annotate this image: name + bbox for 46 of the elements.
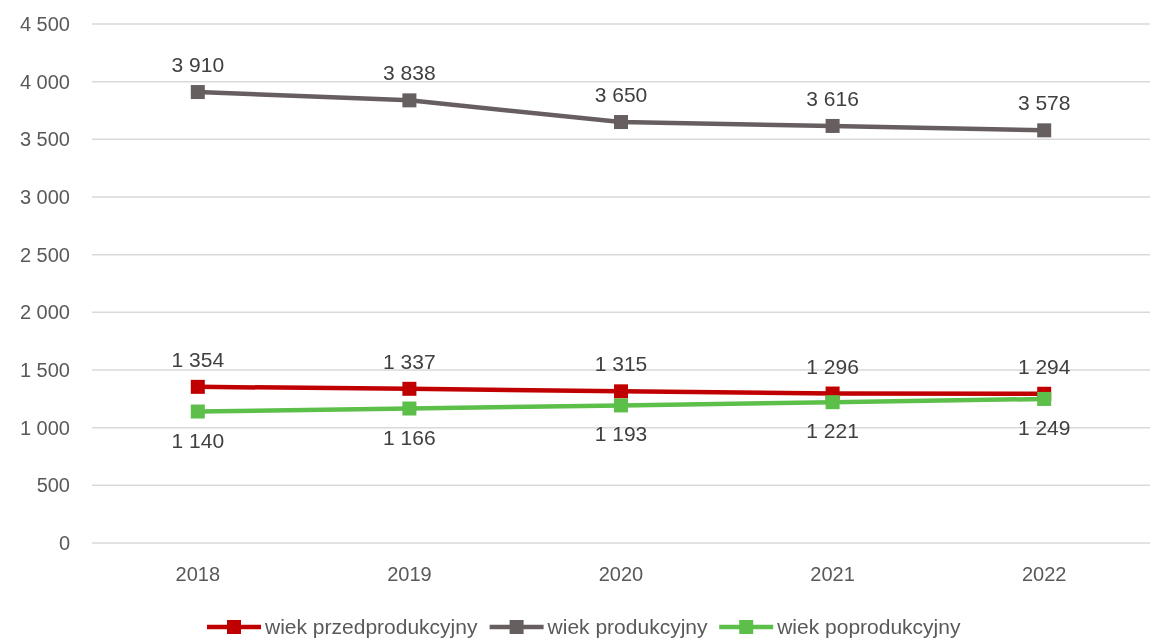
data-label: 3 616: [806, 86, 859, 110]
y-tick-label: 1 500: [19, 359, 70, 381]
x-tick-label: 2021: [810, 563, 855, 585]
y-tick-label: 500: [36, 474, 70, 497]
y-tick-label: 4 500: [19, 13, 70, 35]
data-label: 3 838: [383, 61, 436, 85]
legend-label: wiek przedprodukcyjny: [264, 615, 478, 638]
point: [1037, 391, 1052, 406]
data-label: 1 354: [171, 347, 225, 371]
x-tick-label: 2020: [598, 563, 644, 585]
data-label: 1 315: [594, 352, 648, 376]
data-label: 1 166: [383, 425, 436, 449]
data-label: 1 337: [383, 349, 436, 373]
y-tick-label: 2 500: [19, 243, 70, 266]
point: [190, 85, 205, 100]
data-label: 1 294: [1017, 354, 1071, 378]
y-tick-label: 2 000: [19, 301, 70, 324]
y-tick-label: 3 000: [19, 186, 70, 208]
data-label: 3 650: [594, 83, 648, 107]
legend-label: wiek poprodukcyjny: [776, 615, 961, 638]
data-label: 3 910: [171, 53, 225, 77]
data-label: 1 140: [171, 428, 225, 452]
point: [190, 404, 205, 419]
legend-label: wiek produkcyjny: [546, 615, 708, 638]
x-tick-label: 2022: [1021, 563, 1067, 585]
data-label: 1 193: [594, 422, 648, 446]
data-label: 3 578: [1017, 91, 1071, 115]
data-label: 1 221: [806, 419, 859, 443]
point: [614, 398, 628, 413]
y-tick-label: 4 000: [19, 70, 70, 93]
y-tick-label: 0: [58, 532, 70, 554]
point: [614, 115, 628, 130]
point: [402, 401, 417, 416]
data-label: 1 249: [1017, 415, 1071, 439]
x-tick-label: 2019: [387, 563, 432, 585]
point: [825, 118, 840, 133]
data-label: 1 296: [806, 354, 859, 378]
y-tick-label: 1 000: [19, 416, 70, 439]
point: [190, 379, 205, 394]
point: [402, 381, 417, 396]
point: [614, 384, 628, 399]
point: [1037, 123, 1052, 138]
point: [402, 93, 417, 108]
y-tick-label: 3 500: [19, 128, 70, 151]
point: [825, 395, 840, 410]
x-tick-label: 2018: [175, 563, 221, 585]
